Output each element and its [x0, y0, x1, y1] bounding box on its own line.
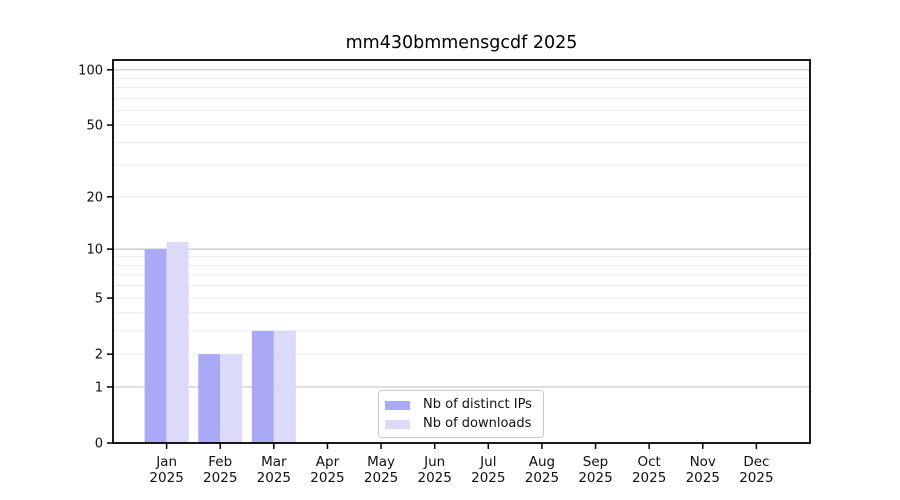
legend-swatch-downloads-icon — [385, 419, 410, 429]
y-tick-label: 100 — [78, 63, 103, 78]
y-tick-label: 10 — [86, 243, 103, 258]
x-tick-label-month: Jul — [479, 454, 496, 470]
x-tick-label-year: 2025 — [149, 470, 183, 486]
x-tick-label-year: 2025 — [525, 470, 559, 486]
x-tick-label-month: Mar — [261, 454, 287, 470]
legend-swatch-distinct-ips-icon — [385, 400, 410, 410]
x-tick-label-month: Jun — [423, 454, 445, 470]
x-tick-label-year: 2025 — [686, 470, 720, 486]
x-tick-label-year: 2025 — [632, 470, 666, 486]
x-tick-label-month: Dec — [743, 454, 769, 470]
x-tick-label-month: Oct — [637, 454, 660, 470]
bar-downloads-mar — [273, 330, 296, 443]
axis-frame — [112, 59, 811, 444]
y-tick-label: 20 — [86, 190, 103, 205]
bar-distinct-ips-mar — [251, 330, 274, 443]
x-tick-label-year: 2025 — [739, 470, 773, 486]
x-tick-label-year: 2025 — [471, 470, 505, 486]
x-tick-label-month: Nov — [690, 454, 716, 470]
bar-distinct-ips-jan — [144, 249, 167, 443]
x-tick-label-year: 2025 — [257, 470, 291, 486]
x-tick-label-year: 2025 — [578, 470, 612, 486]
x-tick-label-year: 2025 — [418, 470, 452, 486]
x-tick-label-month: May — [367, 454, 395, 470]
legend-label-distinct-ips: Nb of distinct IPs — [423, 397, 532, 412]
legend-label-downloads: Nb of downloads — [423, 416, 532, 431]
x-tick-label-year: 2025 — [364, 470, 398, 486]
y-tick-label: 1 — [95, 380, 103, 395]
x-tick-label-month: Jan — [155, 454, 177, 470]
legend-item-distinct-ips: Nb of distinct IPs — [385, 397, 535, 413]
x-tick-label-year: 2025 — [203, 470, 237, 486]
bar-downloads-feb — [220, 354, 243, 443]
y-tick-label: 5 — [95, 292, 103, 307]
chart-title: mm430bmmensgcdf 2025 — [345, 33, 578, 53]
x-tick-label-month: Apr — [316, 454, 340, 470]
legend-item-downloads: Nb of downloads — [385, 416, 535, 432]
y-tick-label: 50 — [86, 119, 103, 134]
x-tick-label-month: Aug — [529, 454, 555, 470]
x-tick-label-month: Feb — [208, 454, 232, 470]
x-tick-label-month: Sep — [583, 454, 608, 470]
y-tick-label: 2 — [95, 348, 103, 363]
y-tick-label: 0 — [95, 437, 103, 452]
bar-downloads-jan — [166, 242, 189, 443]
legend: Nb of distinct IPs Nb of downloads — [378, 390, 544, 438]
bar-distinct-ips-feb — [198, 354, 221, 443]
x-tick-label-year: 2025 — [310, 470, 344, 486]
